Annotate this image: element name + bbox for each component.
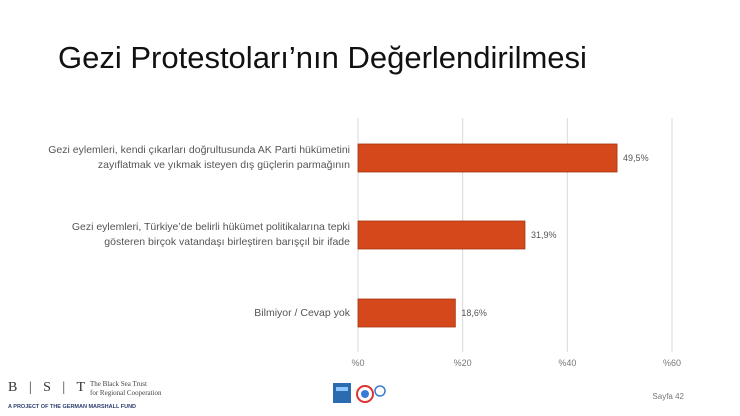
x-tick-label: %60 xyxy=(663,358,681,368)
bar-value-label: 31,9% xyxy=(531,230,557,240)
category-label-line: Gezi eylemleri, Türkiye’de belirli hüküm… xyxy=(71,221,350,233)
bst-org-name-line1: The Black Sea Trust xyxy=(90,380,147,388)
partner-logo-inner-icon xyxy=(361,390,369,398)
bst-org-name-line2: for Regional Cooperation xyxy=(90,389,162,397)
bar-3 xyxy=(357,298,456,328)
page-title: Gezi Protestoları’nın Değerlendirilmesi xyxy=(58,40,587,75)
partner-logos xyxy=(333,383,393,410)
partner-logo-ring-icon xyxy=(374,385,386,397)
page-number: Sayfa 42 xyxy=(652,392,684,401)
partner-logo-circle-icon xyxy=(356,385,374,403)
category-label-line: zayıflatmak ve yıkmak isteyen dış güçler… xyxy=(97,159,350,171)
bar-2 xyxy=(357,220,526,250)
category-label-2: Gezi eylemleri, Türkiye’de belirli hüküm… xyxy=(30,220,350,250)
bst-org-name: The Black Sea Trust for Regional Coopera… xyxy=(90,380,210,398)
x-tick-label: %20 xyxy=(454,358,472,368)
bst-footer-logo: B | S | T The Black Sea Trust for Region… xyxy=(8,380,162,410)
category-label-line: Gezi eylemleri, kendi çıkarları doğrultu… xyxy=(48,144,350,156)
x-tick-label: %0 xyxy=(351,358,364,368)
gmf-tagline: A PROJECT OF THE GERMAN MARSHALL FUND xyxy=(8,404,137,410)
category-label-line: gösteren birçok vatandaşı birleştiren ba… xyxy=(104,236,350,248)
category-label-line: Bilmiyor / Cevap yok xyxy=(254,306,350,319)
bst-logo-mark: B | S | T xyxy=(8,380,90,395)
category-label-1: Gezi eylemleri, kendi çıkarları doğrultu… xyxy=(30,143,350,173)
bar-1 xyxy=(357,143,618,173)
bar-value-label: 49,5% xyxy=(623,153,649,163)
partner-logo-square-icon xyxy=(333,383,351,403)
partner-logo-icons xyxy=(333,383,386,403)
bar-value-label: 18,6% xyxy=(461,308,487,318)
partner-logo-detail-icon xyxy=(336,387,348,391)
category-label-3: Bilmiyor / Cevap yok xyxy=(30,306,350,321)
x-tick-label: %40 xyxy=(558,358,576,368)
